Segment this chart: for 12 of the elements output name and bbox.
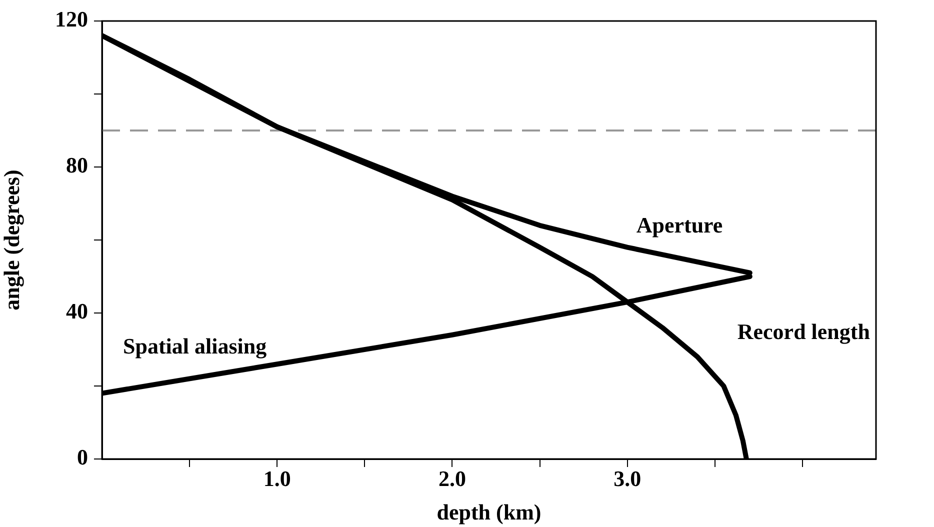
x-tick-label: 3.0 (614, 466, 642, 491)
x-axis-title: depth (km) (436, 499, 542, 524)
y-axis-title: angle (degrees) (0, 170, 24, 310)
y-tick-label: 80 (66, 152, 88, 178)
y-tick-label: 0 (77, 444, 88, 470)
series-label: Record length (737, 318, 870, 344)
x-tick-label: 2.0 (438, 466, 466, 491)
series-label: Spatial aliasing (123, 333, 267, 358)
y-tick-label: 40 (66, 298, 88, 324)
y-tick-label: 120 (55, 6, 88, 32)
x-tick-label: 1.0 (263, 466, 291, 491)
series-label: Aperture (636, 212, 723, 238)
